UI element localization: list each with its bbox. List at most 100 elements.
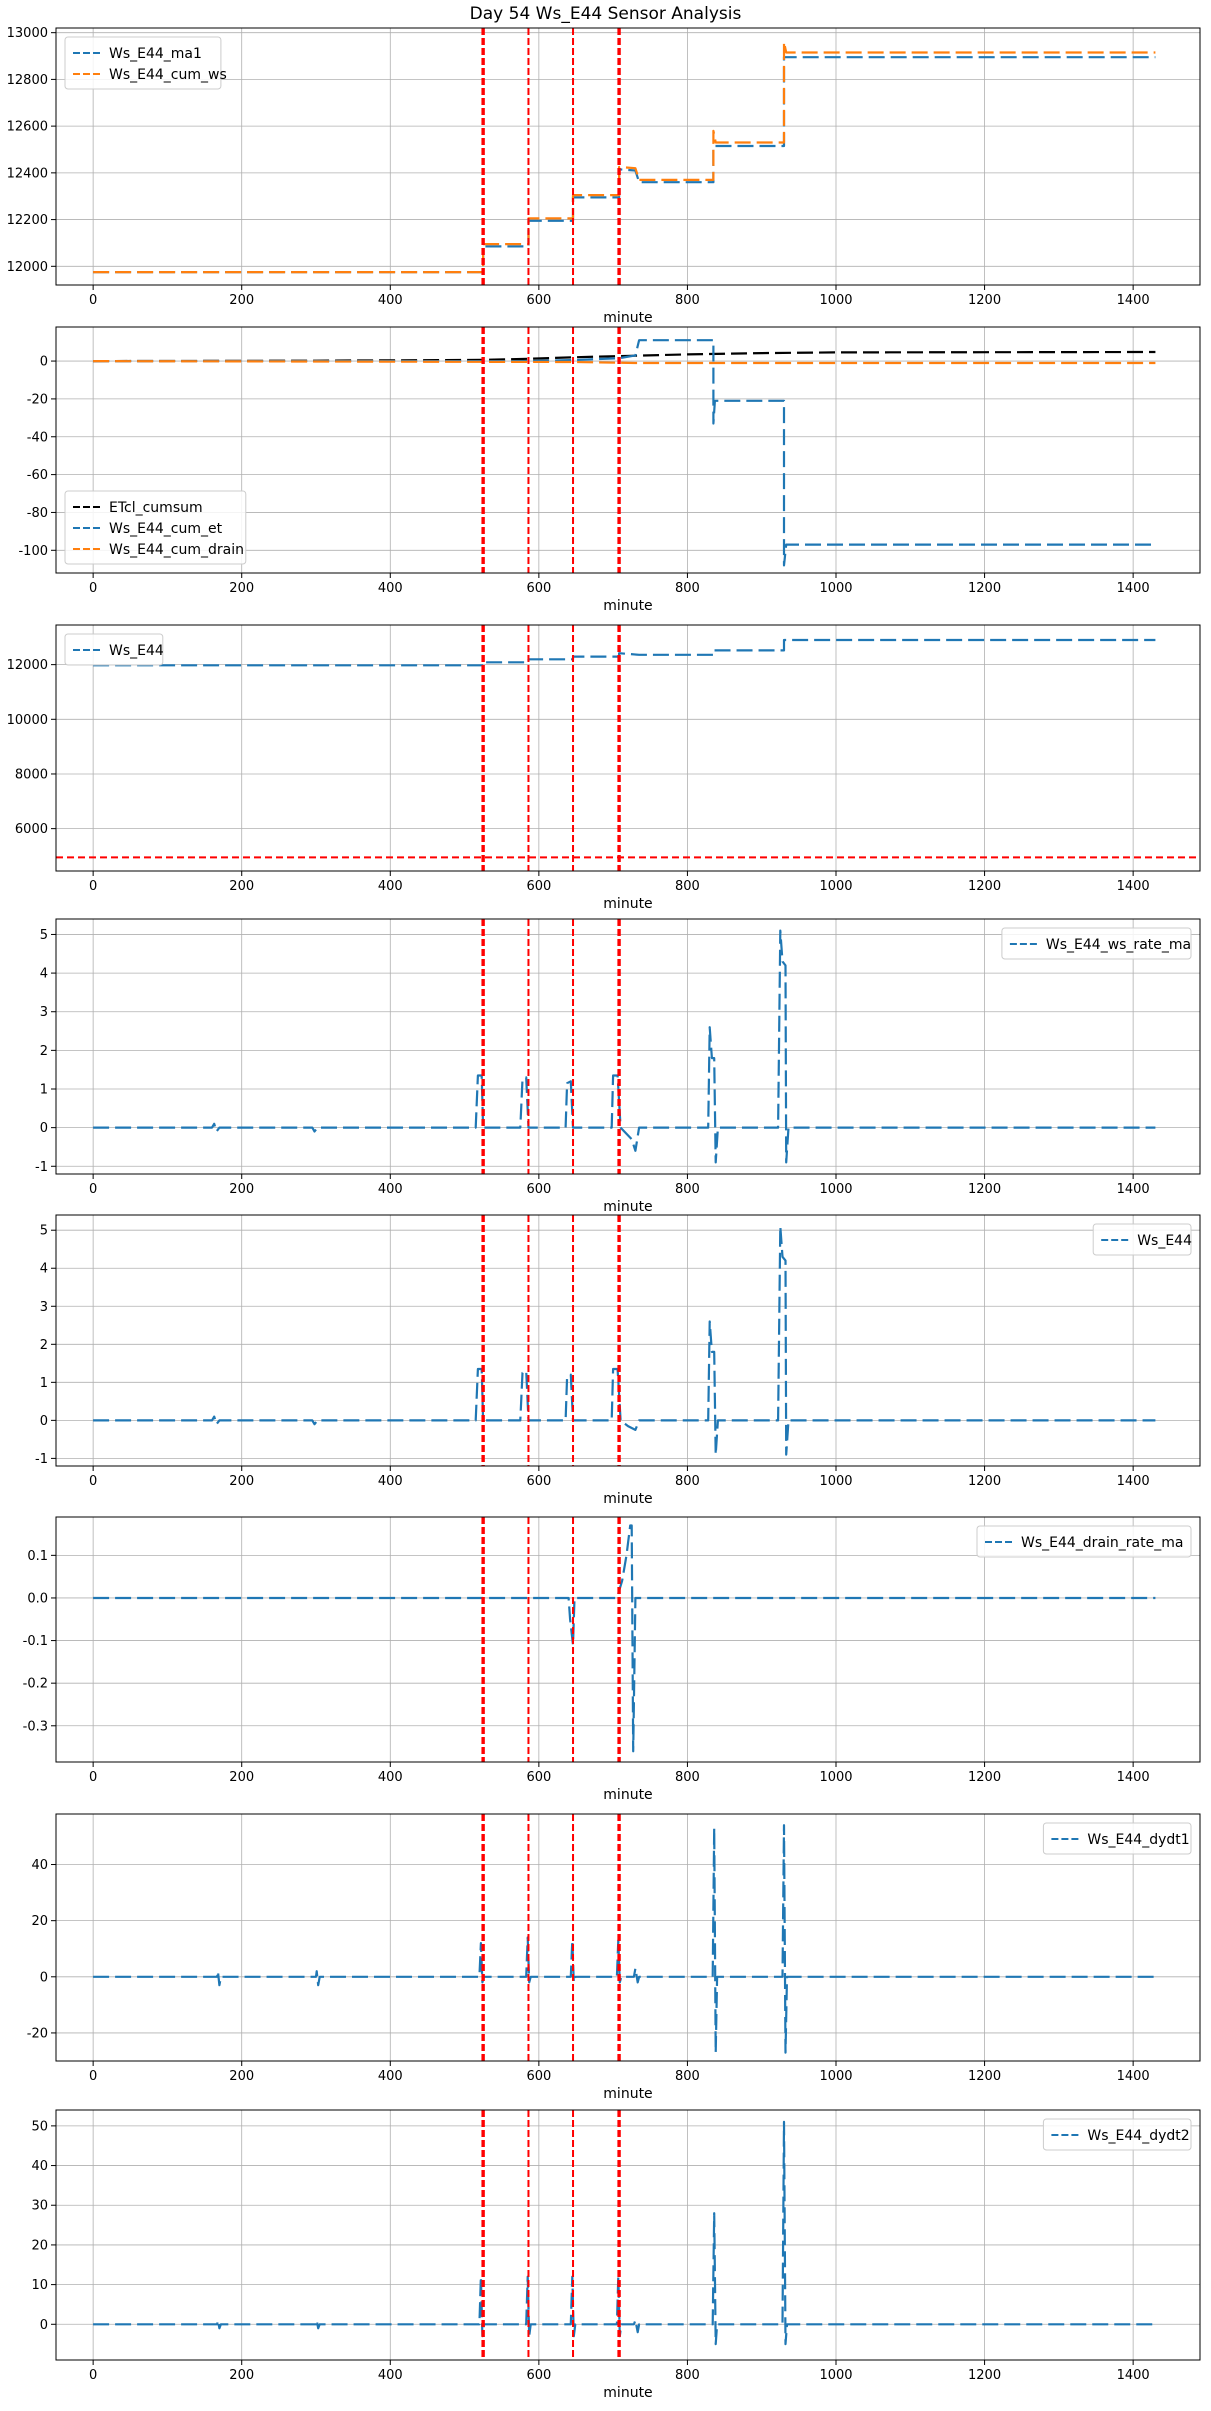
y-tick-label: 20 [31,2238,48,2253]
y-tick-label: -0.2 [23,1677,48,1692]
plot-area [93,1517,1156,1762]
y-tick-label: 12400 [7,166,48,181]
plot-area [93,2110,1156,2360]
x-tick-label: 1200 [968,879,1001,894]
legend-label: Ws_E44_dydt1 [1087,1832,1189,1848]
y-tick-label: 2 [40,1338,48,1353]
x-tick-label: 1400 [1117,1182,1150,1197]
plot-area [93,1215,1156,1466]
x-axis-label: minute [603,1787,652,1803]
x-tick-label: 1000 [819,879,852,894]
x-tick-label: 0 [89,1770,97,1785]
legend-box [1092,1223,1192,1256]
plot-area [56,625,1200,871]
legend: Ws_E44_dydt1 [1042,1822,1192,1855]
x-axis-label: minute [603,896,652,912]
x-tick-label: 200 [229,581,254,596]
x-tick-label: 1000 [819,1770,852,1785]
x-tick-label: 600 [526,879,551,894]
x-axis-label: minute [603,2385,652,2401]
y-tick-label: 0 [40,1414,48,1429]
x-tick-label: 600 [526,2069,551,2084]
plot-area [93,919,1156,1174]
y-tick-label: 12200 [7,213,48,228]
x-tick-label: 1400 [1117,879,1150,894]
legend-label: Ws_E44 [109,643,164,659]
x-tick-label: 0 [89,879,97,894]
y-tick-label: 3 [40,1300,48,1315]
y-tick-label: 10000 [7,713,48,728]
series-line-1 [93,2120,1156,2346]
legend: Ws_E44_ws_rate_ma [1001,927,1192,960]
chart-panel-3: 0 200 400 600 800 1000 1200 1400 6000 8000 10000 12… [7,624,1201,912]
y-tick-label: -100 [18,544,48,559]
legend-label: Ws_E44_drain_rate_ma [1021,1535,1183,1551]
legend: ETcl_cumsum Ws_E44_cum_et Ws_E44_cum_drain [64,490,247,565]
y-tick-label: 20 [31,1914,48,1929]
y-tick-label: -0.1 [23,1634,48,1649]
plot-area [93,327,1156,573]
legend-label: Ws_E44_ma1 [109,46,202,62]
chart-panel-6: 0 200 400 600 800 1000 1200 1400 0.1 0.0 -0.1 -0.2 -… [23,1516,1201,1803]
y-tick-label: 0 [40,1970,48,1985]
x-tick-label: 1200 [968,581,1001,596]
x-tick-label: 200 [229,293,254,308]
x-tick-label: 400 [378,1182,403,1197]
chart-panel-4: 0 200 400 600 800 1000 1200 1400 -1 0 1 2 3 4 5 minute W… [35,918,1201,1215]
x-tick-label: 400 [378,1474,403,1489]
x-tick-label: 1000 [819,2368,852,2383]
axes-frame [55,2109,1201,2361]
y-tick-label: 4 [40,1262,48,1277]
legend-label: Ws_E44_cum_ws [109,67,227,83]
x-tick-label: 1000 [819,1182,852,1197]
y-tick-label: 6000 [15,822,48,837]
y-tick-label: 12000 [7,658,48,673]
legend: Ws_E44 [64,633,164,666]
x-axis-label: minute [603,2086,652,2102]
series-line-1 [93,638,1156,667]
y-tick-label: 5 [40,1224,48,1239]
y-tick-label: 40 [31,2159,48,2174]
y-tick-label: 0.0 [27,1591,48,1606]
x-tick-label: 1200 [968,293,1001,308]
legend: Ws_E44 [1092,1223,1192,1256]
figure-title: Day 54 Ws_E44 Sensor Analysis [469,4,742,24]
x-tick-label: 600 [526,1474,551,1489]
y-tick-label: -1 [35,1452,48,1467]
y-tick-label: 0 [40,1121,48,1136]
x-tick-label: 1200 [968,1182,1001,1197]
axes-frame [55,1516,1201,1763]
x-tick-label: 1400 [1117,2368,1150,2383]
legend-box [1001,927,1192,960]
series-line-1 [93,1225,1156,1456]
legend-label: ETcl_cumsum [109,500,203,516]
legend: Ws_E44_dydt2 [1042,2118,1192,2151]
y-tick-label: 13000 [7,26,48,41]
y-tick-label: 2 [40,1044,48,1059]
axes-frame [55,1214,1201,1467]
x-tick-label: 1000 [819,2069,852,2084]
x-tick-label: 1200 [968,2368,1001,2383]
plot-area [93,1814,1156,2061]
axes-frame [55,1813,1201,2062]
x-tick-label: 400 [378,1770,403,1785]
chart-panel-1: 0 200 400 600 800 1000 1200 1400 12000 12200 12400… [7,26,1201,326]
x-tick-label: 1400 [1117,581,1150,596]
y-tick-label: 8000 [15,767,48,782]
x-tick-label: 600 [526,293,551,308]
y-tick-label: -40 [27,430,48,445]
x-tick-label: 800 [675,879,700,894]
series-line-1 [93,1524,1156,1753]
chart-panel-2: 0 200 400 600 800 1000 1200 1400 0 -20 -40 -60 -80 -1… [18,326,1201,614]
series-line-1 [93,56,1156,274]
x-tick-label: 800 [675,1474,700,1489]
legend-box [976,1525,1192,1558]
y-tick-label: 12800 [7,73,48,88]
x-tick-label: 0 [89,581,97,596]
legend-box [64,633,164,666]
legend-label: Ws_E44_cum_drain [109,542,244,558]
x-tick-label: 800 [675,2368,700,2383]
legend-label: Ws_E44_ws_rate_ma [1046,937,1191,953]
y-tick-label: -20 [27,392,48,407]
